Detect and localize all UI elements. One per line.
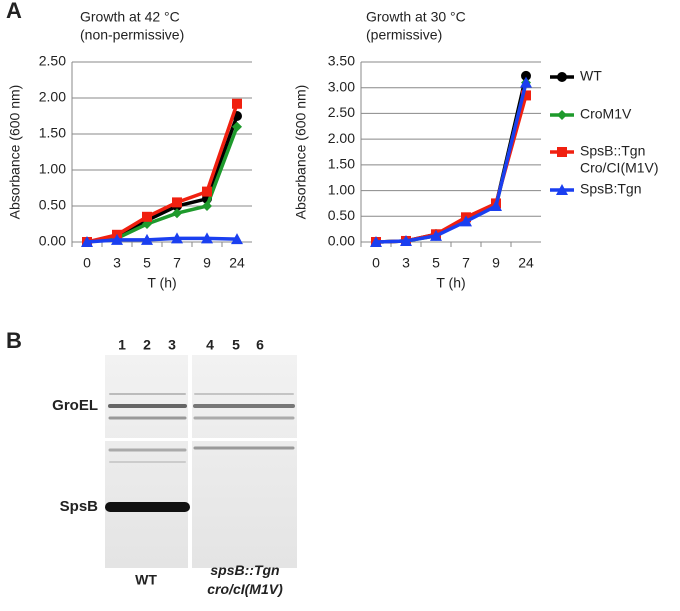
y-tick-label: 3.00 xyxy=(328,78,355,94)
y-tick-label: 0.00 xyxy=(39,233,66,249)
point xyxy=(111,233,123,245)
series-line xyxy=(86,236,238,244)
y-tick-label: 0.00 xyxy=(328,233,355,249)
chart-subtitle: (permissive) xyxy=(366,27,442,43)
legend-label: SpsB:Tgn xyxy=(580,181,641,197)
point xyxy=(400,234,412,246)
point xyxy=(490,200,502,211)
legend-label: SpsB::Tgn xyxy=(580,143,645,159)
y-tick-label: 2.00 xyxy=(328,130,355,146)
x-tick-label: 3 xyxy=(113,255,121,271)
series-line xyxy=(86,115,239,244)
x-tick-label: 9 xyxy=(203,255,211,271)
point xyxy=(557,110,567,120)
series-line xyxy=(86,103,239,244)
series-line xyxy=(375,82,528,244)
legend-label: Cro/CI(M1V) xyxy=(580,160,659,176)
band-label: SpsB xyxy=(60,498,99,515)
point xyxy=(141,233,153,245)
series-line xyxy=(86,126,239,244)
series-line xyxy=(375,82,528,244)
y-tick-label: 3.50 xyxy=(328,53,355,69)
group-label: cro/cI(M1V) xyxy=(207,581,283,597)
x-tick-label: 0 xyxy=(83,255,91,271)
lane-label: 1 xyxy=(118,337,126,353)
y-axis-label: Absorbance (600 nm) xyxy=(7,85,23,220)
point xyxy=(521,70,531,81)
chart-subtitle: (non-permissive) xyxy=(80,27,184,43)
x-tick-label: 5 xyxy=(143,255,151,271)
y-tick-label: 1.50 xyxy=(328,156,355,172)
point xyxy=(201,232,213,244)
lane-label: 2 xyxy=(143,337,151,353)
x-tick-label: 24 xyxy=(518,255,534,271)
chart-title: Growth at 42 °C xyxy=(80,9,180,25)
x-tick-label: 0 xyxy=(372,255,380,271)
y-axis-label: Absorbance (600 nm) xyxy=(293,85,309,220)
series-line xyxy=(375,75,528,244)
point xyxy=(142,211,152,222)
group-label: spsB::Tgn xyxy=(210,562,279,578)
x-axis-label: T (h) xyxy=(147,275,176,291)
y-tick-label: 1.00 xyxy=(39,161,66,177)
panel-label: B xyxy=(6,328,22,353)
x-tick-label: 5 xyxy=(432,255,440,271)
lane-label: 4 xyxy=(206,337,214,353)
point xyxy=(556,184,568,195)
point xyxy=(557,72,567,82)
lane-label: 6 xyxy=(256,337,264,353)
x-axis-label: T (h) xyxy=(436,275,465,291)
point xyxy=(172,197,182,208)
band-label: GroEL xyxy=(52,397,98,414)
point xyxy=(202,186,212,197)
point xyxy=(232,121,242,132)
point xyxy=(520,76,532,88)
point xyxy=(232,98,242,109)
lane-label: 3 xyxy=(168,337,176,353)
point xyxy=(202,201,212,211)
bands xyxy=(105,393,295,512)
lane-label: 5 xyxy=(232,337,240,353)
point xyxy=(430,229,442,241)
y-tick-label: 2.50 xyxy=(39,53,66,69)
x-tick-label: 9 xyxy=(492,255,500,271)
y-tick-label: 2.50 xyxy=(328,104,355,120)
x-tick-label: 7 xyxy=(462,255,470,271)
point xyxy=(557,147,567,157)
point xyxy=(231,233,243,245)
y-tick-label: 0.50 xyxy=(39,197,66,213)
legend-label: WT xyxy=(580,68,602,84)
blot-divider xyxy=(105,438,297,441)
y-tick-label: 1.00 xyxy=(328,181,355,197)
point xyxy=(521,90,531,101)
y-tick-label: 1.50 xyxy=(39,125,66,141)
x-tick-label: 24 xyxy=(229,255,245,271)
chart-title: Growth at 30 °C xyxy=(366,9,466,25)
y-tick-label: 2.00 xyxy=(39,89,66,105)
panel-label: A xyxy=(6,0,22,23)
point xyxy=(172,208,182,219)
point xyxy=(460,215,472,227)
legend-label: CroM1V xyxy=(580,106,632,122)
point xyxy=(370,236,382,247)
x-tick-label: 3 xyxy=(402,255,410,271)
point xyxy=(81,236,93,247)
x-tick-label: 7 xyxy=(173,255,181,271)
group-label: WT xyxy=(135,572,157,588)
point xyxy=(171,232,183,244)
y-tick-label: 0.50 xyxy=(328,207,355,223)
blot-divider xyxy=(188,355,192,568)
